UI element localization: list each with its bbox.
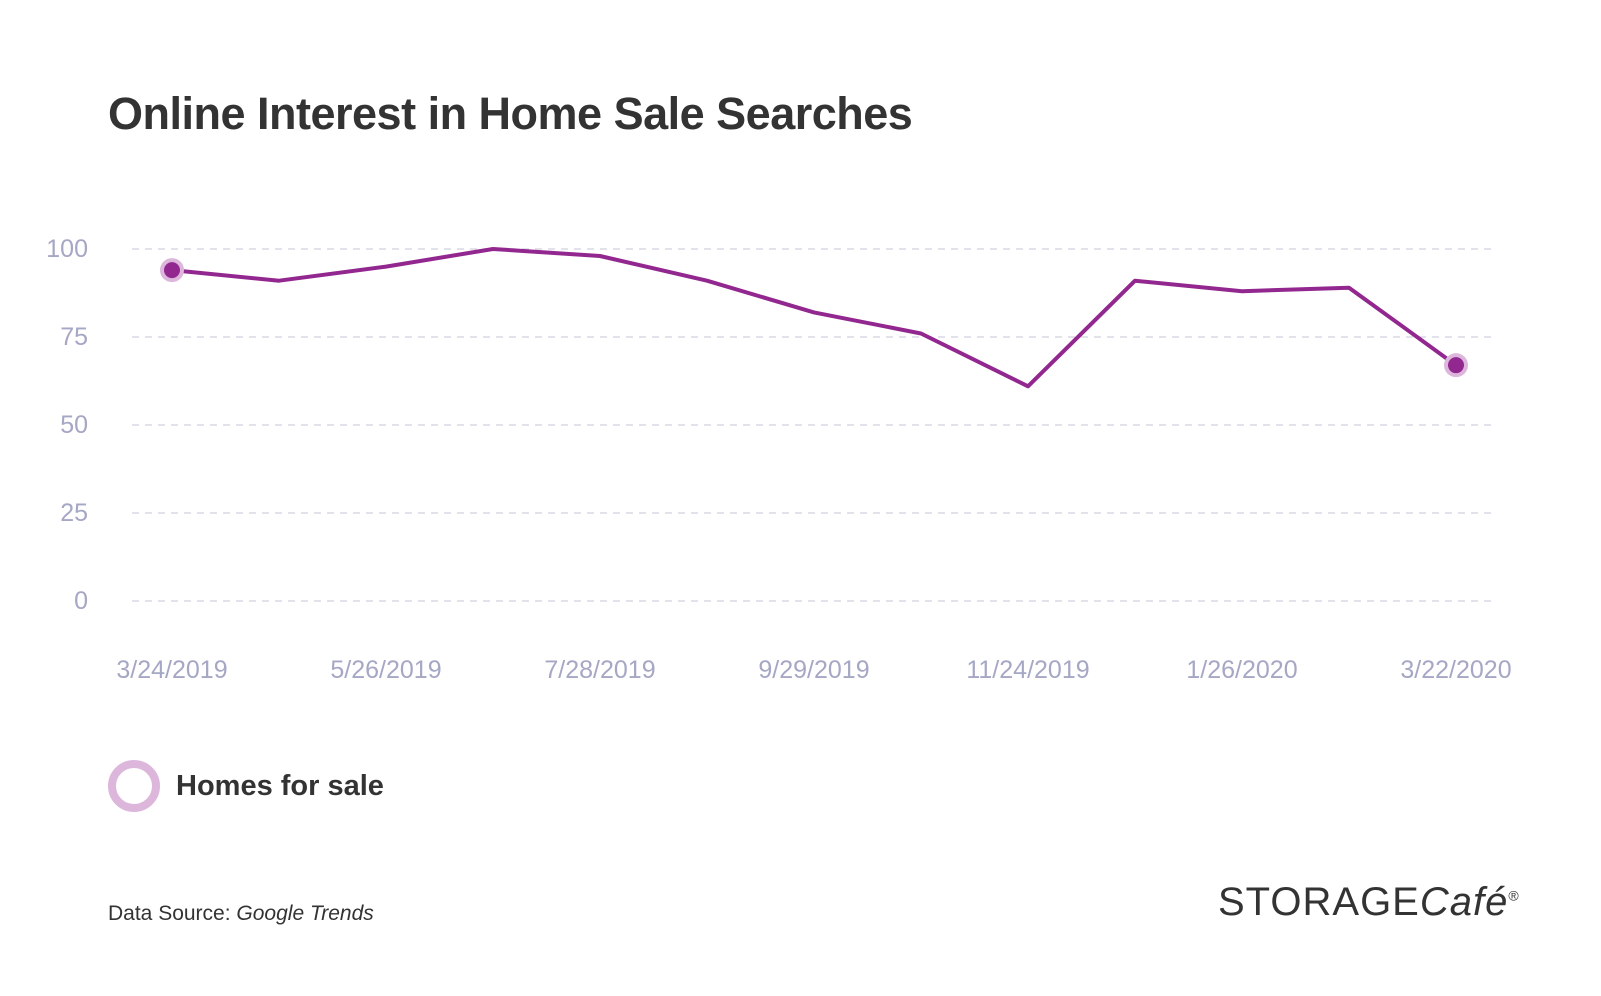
data-source-name: Google Trends (236, 902, 374, 925)
y-tick-label: 100 (46, 235, 88, 263)
y-tick-label: 75 (60, 323, 88, 351)
legend-marker (108, 760, 160, 812)
y-tick-label: 0 (74, 587, 88, 615)
x-tick-label: 1/26/2020 (1186, 656, 1297, 684)
y-axis-ticks: 0 25 50 75 100 (46, 235, 88, 615)
data-point (164, 262, 180, 279)
x-tick-label: 5/26/2019 (330, 656, 441, 684)
data-source-prefix: Data Source: (108, 902, 237, 925)
brand-main: STORAGE (1218, 880, 1420, 924)
x-tick-label: 3/24/2019 (116, 656, 227, 684)
y-tick-label: 50 (60, 411, 88, 439)
legend-label: Homes for sale (176, 769, 384, 802)
series-group (160, 247, 1468, 389)
data-point (1448, 357, 1464, 374)
legend: Homes for sale (108, 760, 384, 812)
brand-accent: Café (1419, 880, 1509, 924)
brand-logo: STORAGECafé® (1218, 880, 1520, 925)
series-line (170, 247, 1458, 389)
x-tick-label: 11/24/2019 (966, 656, 1089, 684)
x-tick-label: 3/22/2020 (1400, 656, 1511, 684)
x-tick-label: 9/29/2019 (758, 656, 869, 684)
data-source: Data Source: Google Trends (108, 902, 374, 926)
x-tick-label: 7/28/2019 (544, 656, 655, 684)
brand-registered-mark: ® (1508, 887, 1520, 904)
x-axis-ticks: 3/24/2019 5/26/2019 7/28/2019 9/29/2019 11/2… (116, 656, 1511, 684)
gridlines (132, 248, 1495, 602)
y-tick-label: 25 (60, 499, 88, 527)
chart-title: Online Interest in Home Sale Searches (108, 88, 913, 139)
